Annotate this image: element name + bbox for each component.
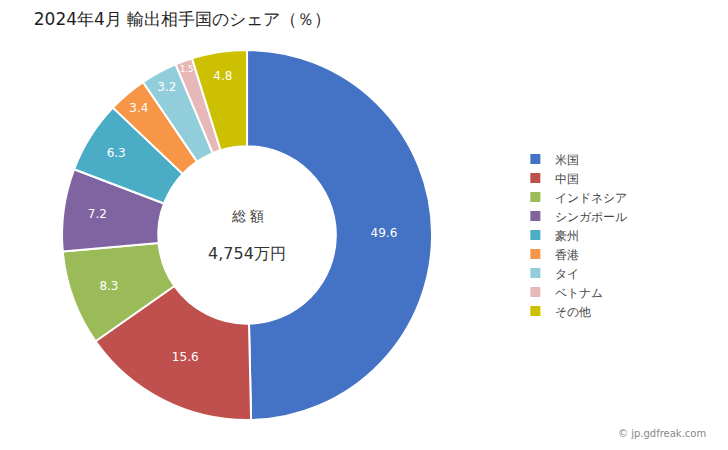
svg-text:インドネシア: インドネシア (555, 191, 627, 205)
svg-text:3.2: 3.2 (157, 80, 176, 94)
svg-text:タイ: タイ (555, 267, 579, 281)
svg-text:総 額: 総 額 (231, 208, 264, 224)
svg-text:ベトナム: ベトナム (555, 286, 603, 300)
svg-text:1.5: 1.5 (180, 64, 193, 74)
svg-text:4.8: 4.8 (213, 69, 232, 83)
svg-text:2024年4月 輸出相手国のシェア（％）: 2024年4月 輸出相手国のシェア（％） (34, 9, 331, 29)
svg-text:その他: その他 (555, 305, 591, 319)
svg-text:8.3: 8.3 (99, 279, 118, 293)
svg-text:中国: 中国 (555, 172, 579, 186)
svg-text:7.2: 7.2 (88, 207, 107, 221)
svg-text:6.3: 6.3 (107, 146, 126, 160)
svg-text:香港: 香港 (555, 248, 579, 262)
svg-text:豪州: 豪州 (555, 229, 579, 243)
svg-text:15.6: 15.6 (172, 350, 199, 364)
svg-text:3.4: 3.4 (129, 101, 148, 115)
svg-text:シンガポール: シンガポール (555, 210, 627, 224)
svg-text:49.6: 49.6 (371, 226, 398, 240)
svg-text:4,754万円: 4,754万円 (208, 244, 286, 263)
svg-text:米国: 米国 (555, 153, 579, 167)
svg-text:© jp.gdfreak.com: © jp.gdfreak.com (618, 428, 706, 439)
